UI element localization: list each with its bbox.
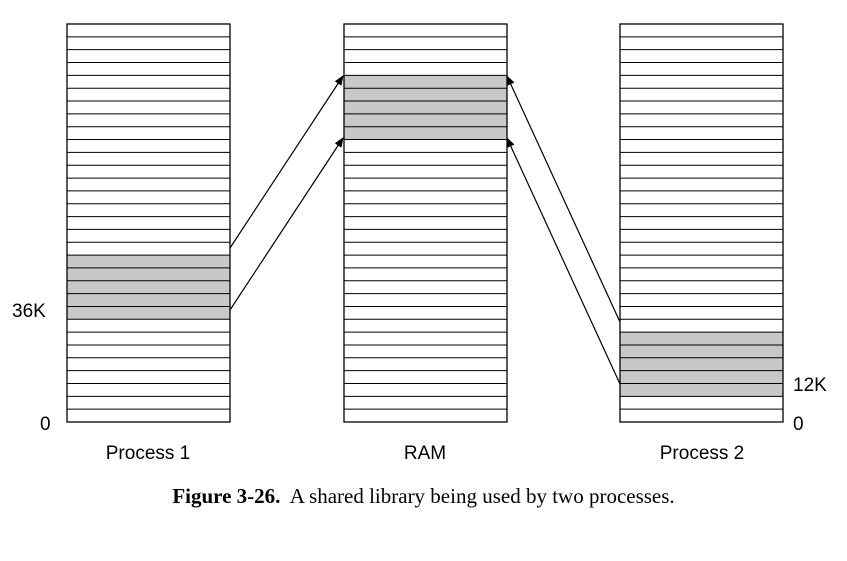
ram-shared-library-region <box>344 75 507 140</box>
label-36k: 36K <box>12 301 46 322</box>
ram-label: RAM <box>404 443 446 464</box>
figure-number: Figure 3-26. <box>172 484 281 508</box>
process2-shared-library-region <box>620 332 783 397</box>
figure-caption-text: A shared library being used by two proce… <box>289 484 675 508</box>
process2-column <box>619 23 784 423</box>
figure-caption: Figure 3-26. A shared library being used… <box>0 484 847 509</box>
arrow-process2-lower <box>506 137 621 385</box>
process1-column <box>66 23 231 423</box>
label-right-zero: 0 <box>793 414 804 435</box>
ram-column <box>343 23 508 423</box>
ram-outline <box>343 23 508 423</box>
label-12k: 12K <box>793 375 827 396</box>
arrow-process1-lower <box>229 137 344 311</box>
arrow-process1-upper <box>229 75 344 249</box>
mapping-arrows <box>229 75 621 385</box>
process1-shared-library-region <box>67 255 230 320</box>
label-left-zero: 0 <box>40 414 51 435</box>
process2-outline <box>619 23 784 423</box>
process1-outline <box>66 23 231 423</box>
process1-label: Process 1 <box>106 443 190 464</box>
shared-library-diagram: 36K 0 12K 0 Process 1 RAM Process 2 <box>12 23 827 464</box>
arrow-process2-upper <box>506 75 621 323</box>
process2-label: Process 2 <box>660 443 744 464</box>
